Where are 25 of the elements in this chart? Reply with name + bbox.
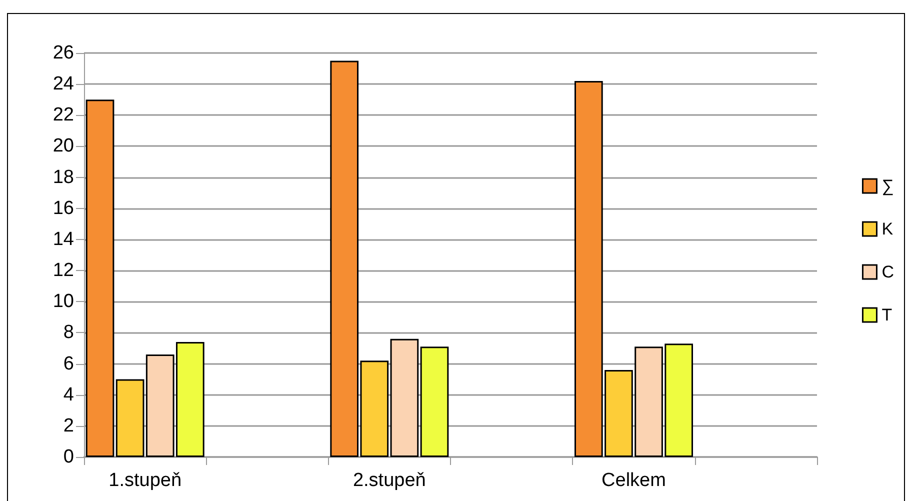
y-tick-label: 0 [63,446,74,468]
legend-label: T [882,306,892,324]
x-tick-label: 2.stupeň [352,470,426,491]
y-tick-label: 8 [63,322,74,344]
y-tick-label: 22 [52,104,74,126]
x-tick-label: 1.stupeň [108,470,182,491]
legend-label: C [882,262,894,282]
bar [390,338,419,457]
bar [420,346,449,457]
bar [86,100,114,457]
y-tick-label: 20 [52,136,74,157]
y-tick-label: 24 [52,74,74,95]
legend-label: ∑ [882,176,894,196]
y-tick-label: 26 [52,42,74,64]
bar [116,379,144,457]
y-tick-label: 12 [52,260,74,282]
x-tick-label: Celkem [602,470,666,491]
y-tick-label: 14 [52,228,74,250]
legend-label: K [882,220,894,238]
y-tick-label: 6 [63,353,74,374]
y-tick-label: 18 [52,166,74,188]
y-tick-label: 4 [63,384,74,406]
y-tick-label: 2 [63,415,74,436]
y-tick-label: 10 [52,291,74,312]
y-tick-label: 16 [52,198,74,219]
